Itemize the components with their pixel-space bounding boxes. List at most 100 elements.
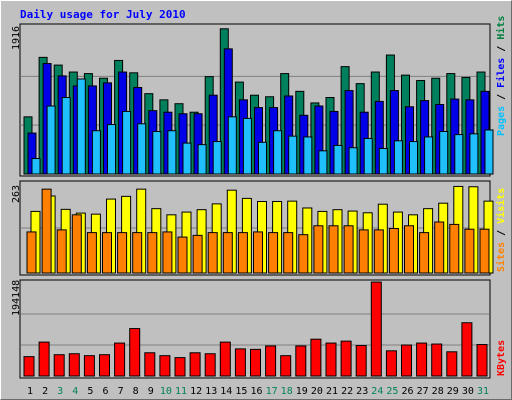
day-label: 30 xyxy=(462,386,474,397)
sites-bar xyxy=(86,232,97,274)
pages-bar xyxy=(363,137,373,175)
day-label: 10 xyxy=(160,386,172,397)
kbytes-bar xyxy=(355,344,367,377)
pages-bar xyxy=(167,130,177,175)
day-label: 14 xyxy=(220,386,232,397)
hits-legend: Pages / Files / Hits xyxy=(495,16,507,136)
pages-bar xyxy=(484,129,494,175)
sites-bar xyxy=(102,232,112,274)
sites-bar xyxy=(449,223,460,274)
kbytes-bar xyxy=(250,348,261,377)
legend-visits: Visits xyxy=(495,188,507,224)
day-label: 23 xyxy=(356,386,368,397)
kbytes-bar xyxy=(325,342,337,377)
pages-bar xyxy=(197,144,207,175)
kbytes-bar xyxy=(38,341,50,377)
visits-ymax-label: 263 xyxy=(11,185,22,203)
kbytes-bar xyxy=(129,328,141,377)
legend-kbytes: KBytes xyxy=(496,340,507,376)
sites-bar xyxy=(328,225,339,274)
sites-bar xyxy=(434,221,445,274)
kbytes-bar xyxy=(189,352,201,377)
sites-bar xyxy=(237,232,248,274)
day-label: 25 xyxy=(386,386,398,397)
day-label: 5 xyxy=(87,386,93,397)
pages-bar xyxy=(303,136,313,175)
kbytes-bar xyxy=(431,343,443,377)
day-label: 12 xyxy=(190,386,202,397)
sites-bar xyxy=(298,234,309,274)
pages-bar xyxy=(76,78,86,175)
day-label: 3 xyxy=(57,386,63,397)
sites-bar xyxy=(192,234,203,274)
legend-separator: / xyxy=(496,224,507,242)
kbytes-bar xyxy=(370,281,382,377)
sites-bar xyxy=(283,232,294,274)
kbytes-ymax-label: 194148 xyxy=(11,280,22,316)
pages-bar xyxy=(318,150,328,175)
sites-bar xyxy=(162,231,173,274)
sites-bar xyxy=(26,231,37,274)
day-label: 1 xyxy=(27,386,33,397)
kbytes-bar xyxy=(295,345,307,377)
day-label: 9 xyxy=(148,386,154,397)
kbytes-bar xyxy=(114,342,126,377)
hits-ymax-label: 1916 xyxy=(11,26,22,50)
pages-bar xyxy=(122,110,132,175)
sites-bar xyxy=(419,232,430,274)
pages-bar xyxy=(409,141,418,175)
pages-bar xyxy=(439,131,449,175)
kbytes-legend: KBytes xyxy=(496,340,507,376)
day-label: 16 xyxy=(250,386,262,397)
sites-bar xyxy=(268,232,279,274)
sites-bar xyxy=(313,225,324,274)
legend-hits: Hits xyxy=(495,16,507,40)
day-label: 8 xyxy=(133,386,139,397)
kbytes-bar xyxy=(159,355,171,377)
kbytes-bar xyxy=(446,351,458,377)
pages-bar xyxy=(469,133,479,175)
chart-title: Daily usage for July 2010 xyxy=(20,8,186,21)
pages-bar xyxy=(182,142,192,175)
day-label: 21 xyxy=(326,386,338,397)
kbytes-bar xyxy=(99,354,110,377)
sites-bar xyxy=(464,228,475,274)
sites-bar xyxy=(404,225,414,274)
day-label: 27 xyxy=(417,386,429,397)
pages-bar xyxy=(288,135,298,175)
day-label: 4 xyxy=(72,386,78,397)
day-label: 19 xyxy=(296,386,308,397)
day-label: 22 xyxy=(341,386,353,397)
sites-bar xyxy=(117,232,128,274)
kbytes-bar xyxy=(53,354,65,377)
kbytes-bar xyxy=(23,356,35,377)
pages-bar xyxy=(212,141,222,175)
pages-bar xyxy=(378,148,388,175)
kbytes-bar xyxy=(476,344,488,377)
sites-bar xyxy=(71,214,82,274)
kbytes-bar xyxy=(174,357,186,377)
sites-bar xyxy=(358,229,369,274)
kbytes-bar xyxy=(340,340,352,377)
pages-bar xyxy=(227,116,237,175)
day-label: 20 xyxy=(311,386,323,397)
sites-bar xyxy=(373,229,384,274)
kbytes-bar xyxy=(204,353,216,377)
legend-separator: / xyxy=(496,40,507,58)
pages-bar xyxy=(242,117,252,175)
day-label: 6 xyxy=(102,386,108,397)
day-label: 2 xyxy=(42,386,48,397)
pages-bar xyxy=(107,124,116,175)
pages-bar xyxy=(152,131,162,175)
kbytes-bar xyxy=(310,338,322,377)
kbytes-bar xyxy=(401,344,412,377)
sites-bar xyxy=(147,232,158,274)
sites-bar xyxy=(177,236,188,274)
day-label: 15 xyxy=(235,386,247,397)
visits-legend: Sites / Visits xyxy=(495,188,507,272)
day-label: 31 xyxy=(477,386,489,397)
legend-separator: / xyxy=(496,88,507,106)
sites-bar xyxy=(56,229,67,274)
sites-bar xyxy=(343,225,354,274)
